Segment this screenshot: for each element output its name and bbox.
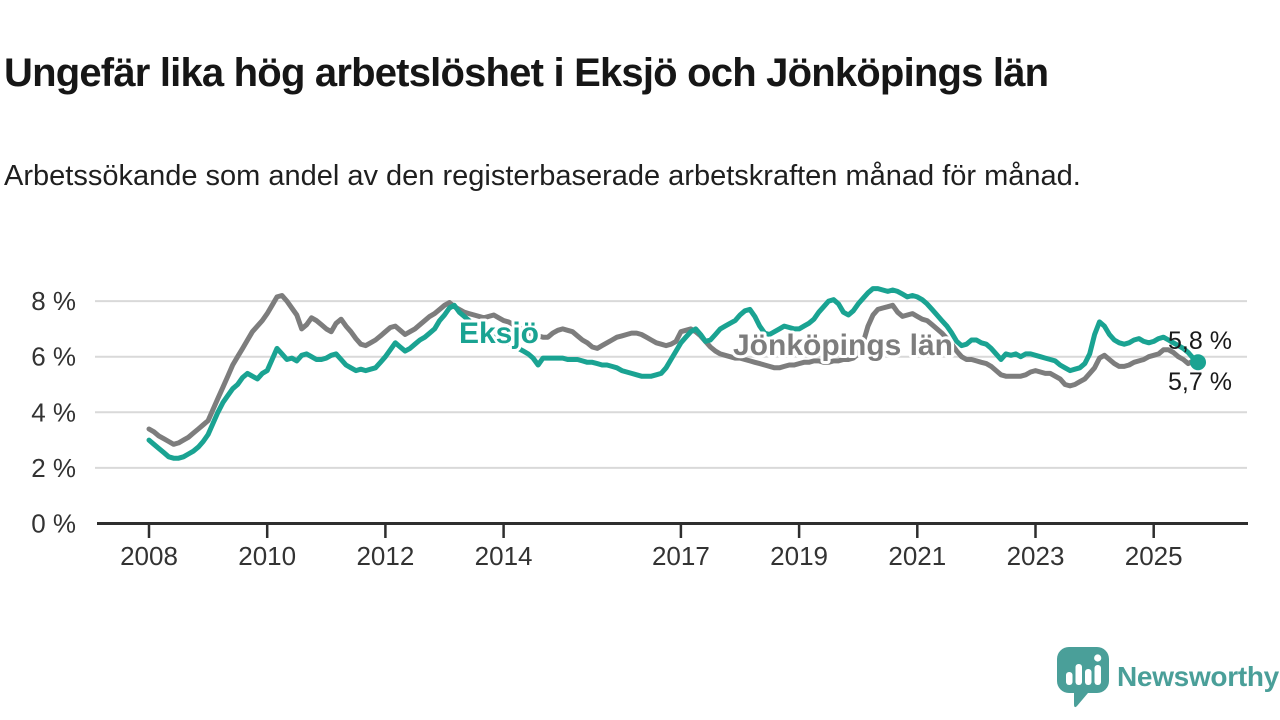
- x-tick-label: 2019: [770, 541, 828, 571]
- series-group: [146, 286, 1207, 461]
- logo-exclamation-stem: [1094, 665, 1101, 685]
- newsworthy-footer: Newsworthy: [1053, 645, 1280, 709]
- series-end-dot: [1190, 354, 1207, 371]
- end-value-label-eksjo: 5,8 %: [1168, 327, 1232, 355]
- logo-bubble: [1057, 647, 1109, 708]
- x-tick-label: 2012: [356, 541, 414, 571]
- x-axis-group: [97, 522, 1248, 538]
- brand-text: Newsworthy: [1117, 661, 1279, 692]
- y-axis-label: 0 %: [31, 509, 76, 539]
- page-subtitle: Arbetssökande som andel av den registerb…: [4, 160, 1081, 192]
- x-tick-label: 2010: [238, 541, 296, 571]
- x-tick-label: 2014: [475, 541, 533, 571]
- y-axis-label: 4 %: [31, 397, 76, 427]
- logo-bar-3: [1085, 669, 1092, 685]
- series-line-jonkopings-lan: [146, 293, 1201, 447]
- labels-group: 0 % 2 % 4 % 6 % 8 % 2008 2010 2012 2014 2017 2019 2…: [31, 286, 1232, 571]
- y-axis-label: 2 %: [31, 453, 76, 483]
- x-tick-label: 2025: [1125, 541, 1183, 571]
- logo-bar-1: [1066, 672, 1073, 685]
- x-tick-label: 2017: [652, 541, 710, 571]
- x-tick-label: 2008: [120, 541, 178, 571]
- line-chart: 0 % 2 % 4 % 6 % 8 % 2008 2010 2012 2014 2017 2019 2…: [31, 286, 1248, 571]
- logo-exclamation-dot: [1094, 654, 1102, 662]
- series-line-eksjo: [146, 286, 1201, 461]
- logo-bar-2: [1075, 664, 1082, 685]
- end-value-label-jonkopings-lan: 5,7 %: [1168, 368, 1232, 396]
- y-axis-label: 6 %: [31, 342, 76, 372]
- y-axis-label: 8 %: [31, 286, 76, 316]
- x-tick-label: 2023: [1007, 541, 1065, 571]
- page-title: Ungefär lika hög arbetslöshet i Eksjö oc…: [4, 50, 1049, 95]
- series-label-jonkopings-lan: Jönköpings län: [733, 329, 953, 362]
- newsworthy-logo-icon: [1057, 647, 1109, 708]
- series-label-eksjo: Eksjö: [459, 317, 539, 350]
- x-tick-label: 2021: [888, 541, 946, 571]
